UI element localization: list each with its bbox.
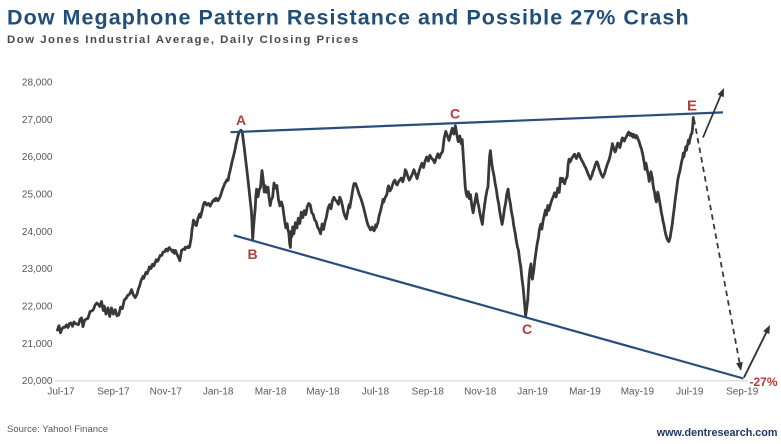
svg-text:Jul-19: Jul-19 xyxy=(676,387,704,398)
svg-text:Nov-17: Nov-17 xyxy=(150,387,183,398)
svg-text:23,000: 23,000 xyxy=(22,264,53,275)
svg-text:Jul-17: Jul-17 xyxy=(47,387,75,398)
svg-text:B: B xyxy=(247,246,257,262)
svg-text:C: C xyxy=(522,321,532,337)
svg-text:Mar-19: Mar-19 xyxy=(569,387,601,398)
svg-text:Sep-17: Sep-17 xyxy=(97,387,130,398)
svg-text:Dow Jones Industrial Average,: Dow Jones Industrial Average, Daily Clos… xyxy=(7,34,360,46)
svg-text:May-18: May-18 xyxy=(306,387,340,398)
svg-text:Sep-19: Sep-19 xyxy=(726,387,759,398)
svg-text:Jan-19: Jan-19 xyxy=(517,387,548,398)
svg-text:Jan-18: Jan-18 xyxy=(203,387,234,398)
svg-text:21,000: 21,000 xyxy=(22,339,53,350)
svg-text:28,000: 28,000 xyxy=(22,78,53,89)
svg-text:24,000: 24,000 xyxy=(22,227,53,238)
svg-text:C: C xyxy=(450,106,460,122)
svg-text:-27%: -27% xyxy=(750,375,778,389)
svg-text:27,000: 27,000 xyxy=(22,115,53,126)
svg-text:May-19: May-19 xyxy=(621,387,655,398)
svg-text:A: A xyxy=(236,112,246,128)
svg-text:25,000: 25,000 xyxy=(22,190,53,201)
svg-text:20,000: 20,000 xyxy=(22,376,53,387)
svg-text:22,000: 22,000 xyxy=(22,302,53,313)
svg-text:E: E xyxy=(687,98,697,115)
svg-text:Sep-18: Sep-18 xyxy=(412,387,445,398)
svg-text:Dow Megaphone Pattern Resistan: Dow Megaphone Pattern Resistance and Pos… xyxy=(7,6,690,30)
svg-text:Nov-18: Nov-18 xyxy=(464,387,497,398)
svg-text:Jul-18: Jul-18 xyxy=(362,387,390,398)
svg-text:Mar-18: Mar-18 xyxy=(255,387,287,398)
svg-text:26,000: 26,000 xyxy=(22,152,53,163)
svg-text:www.dentresearch.com: www.dentresearch.com xyxy=(656,427,778,439)
svg-text:Source: Yahoo! Finance: Source: Yahoo! Finance xyxy=(7,424,108,435)
